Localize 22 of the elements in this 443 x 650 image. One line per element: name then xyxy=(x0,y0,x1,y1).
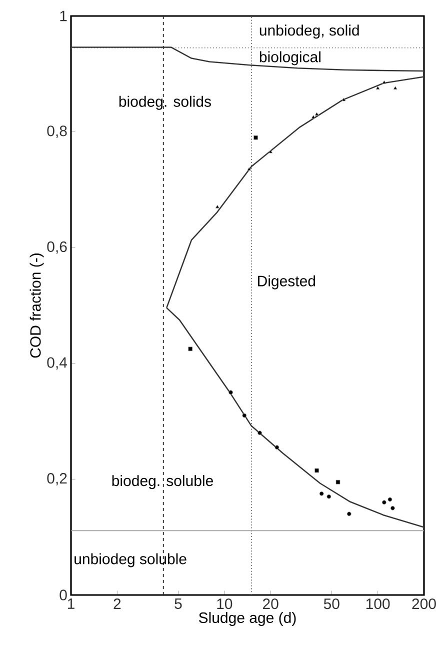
y-tick-label: 0,6 xyxy=(47,241,67,254)
annotation: Digested xyxy=(258,275,316,290)
y-tick-label: 1 xyxy=(60,10,67,22)
x-tick-label: 2 xyxy=(114,598,121,609)
x-tick-label: 5 xyxy=(174,598,182,609)
y-tick-label: 0 xyxy=(60,590,67,600)
x-axis-title: Sludge age (d) xyxy=(198,612,296,626)
x-tick-label: 100 xyxy=(366,598,390,610)
x-tick-label: 50 xyxy=(324,598,340,610)
annotation: biodeg. solids xyxy=(119,96,211,110)
x-tick-label: 20 xyxy=(262,598,278,610)
y-tick-label: 0,4 xyxy=(47,357,68,370)
x-tick-label: 1 xyxy=(68,598,74,609)
y-tick-label: 0,8 xyxy=(47,126,67,138)
annotation: unbiodeg soluble xyxy=(74,553,186,568)
y-tick-label: 0,2 xyxy=(47,472,67,486)
annotation: biological xyxy=(260,51,320,66)
y-axis-title: COD fraction (-) xyxy=(30,254,44,358)
x-tick-label: 10 xyxy=(217,598,232,610)
annotation: unbiodeg, solid xyxy=(260,24,359,39)
x-tick-label: 200 xyxy=(412,598,436,610)
annotation: biodeg. soluble xyxy=(112,475,213,490)
